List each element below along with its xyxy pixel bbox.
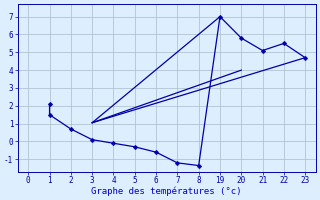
X-axis label: Graphe des températures (°c): Graphe des températures (°c) <box>92 186 242 196</box>
